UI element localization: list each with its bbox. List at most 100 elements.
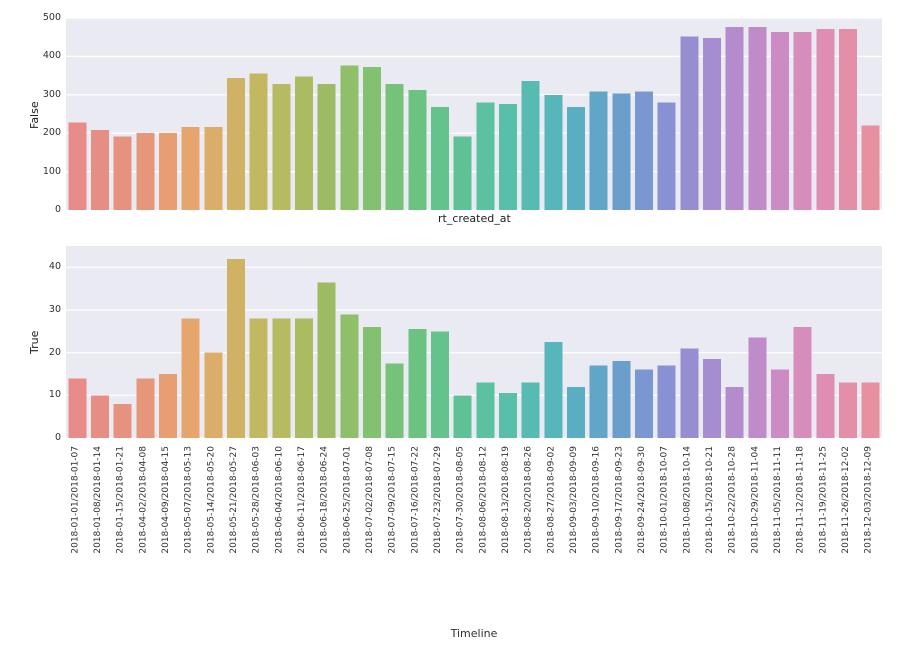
bar: [680, 36, 698, 210]
bar: [272, 319, 290, 438]
bar: [204, 127, 222, 210]
xtick-label: 2018-06-18/2018-06-24: [320, 446, 330, 554]
bar: [703, 38, 721, 210]
xtick-label: 2018-11-26/2018-12-02: [841, 446, 851, 554]
bar: [748, 338, 766, 438]
xtick-label: 2018-01-08/2018-01-14: [93, 446, 103, 554]
bar: [680, 348, 698, 438]
bar: [227, 259, 245, 438]
bar: [454, 136, 472, 210]
bar: [635, 370, 653, 438]
bar: [386, 363, 404, 438]
bar: [544, 95, 562, 210]
ytick-label: 40: [49, 261, 61, 272]
xtick-label: 2018-07-02/2018-07-08: [365, 446, 375, 554]
bar: [454, 395, 472, 438]
bar: [363, 327, 381, 438]
ytick-label: 300: [43, 89, 61, 100]
xtick-label: 2018-05-07/2018-05-13: [184, 446, 194, 554]
bar: [862, 383, 880, 438]
bar: [612, 93, 630, 210]
bar: [839, 383, 857, 438]
xtick-label: 2018-08-20/2018-08-26: [524, 446, 534, 554]
bar: [522, 383, 540, 438]
bar: [816, 29, 834, 210]
xtick-label: 2018-07-23/2018-07-29: [433, 446, 443, 554]
xtick-label: 2018-07-09/2018-07-15: [388, 446, 398, 554]
bar: [658, 102, 676, 210]
xtick-label: 2018-01-01/2018-01-07: [70, 446, 80, 554]
bar: [408, 329, 426, 438]
bar: [748, 27, 766, 210]
bar: [476, 383, 494, 438]
bar: [136, 133, 154, 210]
xtick-label: 2018-08-27/2018-09-02: [546, 446, 556, 554]
xtick-label: 2018-06-25/2018-07-01: [342, 446, 352, 554]
ylabel: True: [28, 331, 41, 354]
bar: [794, 32, 812, 210]
bar: [590, 92, 608, 210]
bar: [182, 127, 200, 210]
xtick-label: 2018-12-03/2018-12-09: [864, 446, 874, 554]
bar: [159, 374, 177, 438]
bar: [839, 29, 857, 210]
bar: [318, 84, 336, 210]
xtick-label: 2018-11-19/2018-11-25: [818, 446, 828, 554]
xtick-label: 2018-09-17/2018-09-23: [614, 446, 624, 554]
panel-true: [66, 246, 882, 438]
xtick-label: 2018-05-14/2018-05-20: [206, 446, 216, 554]
xtick-label: 2018-05-28/2018-06-03: [252, 446, 262, 554]
xlabel-top: rt_created_at: [438, 212, 511, 225]
bar: [794, 327, 812, 438]
bar: [703, 359, 721, 438]
bar: [114, 404, 132, 438]
bar: [658, 365, 676, 438]
xtick-label: 2018-10-22/2018-10-28: [728, 446, 738, 554]
bar: [771, 370, 789, 438]
bar: [408, 90, 426, 210]
bar: [295, 76, 313, 210]
xtick-label: 2018-08-13/2018-08-19: [501, 446, 511, 554]
bar: [318, 282, 336, 438]
bar: [91, 130, 109, 210]
bar: [862, 126, 880, 210]
bar: [250, 73, 268, 210]
xtick-label: 2018-06-11/2018-06-17: [297, 446, 307, 554]
xtick-label: 2018-08-06/2018-08-12: [478, 446, 488, 554]
ytick-label: 10: [49, 389, 61, 400]
bar: [499, 393, 517, 438]
bar: [68, 378, 86, 438]
xtick-label: 2018-09-24/2018-09-30: [637, 446, 647, 554]
bar: [431, 107, 449, 210]
plot-svg: [66, 18, 882, 210]
xtick-label: 2018-10-29/2018-11-04: [750, 446, 760, 554]
bar: [340, 314, 358, 438]
bar: [250, 319, 268, 438]
bar: [272, 84, 290, 210]
bar: [204, 353, 222, 438]
figure-root: 0100200300400500Falsert_created_at010203…: [0, 0, 900, 647]
bar: [136, 378, 154, 438]
ytick-label: 100: [43, 166, 61, 177]
ytick-label: 20: [49, 347, 61, 358]
ytick-label: 200: [43, 127, 61, 138]
bar: [816, 374, 834, 438]
bar: [182, 319, 200, 438]
xtick-label: 2018-10-08/2018-10-14: [682, 446, 692, 554]
xtick-label: 2018-04-09/2018-04-15: [161, 446, 171, 554]
xtick-label: 2018-09-10/2018-09-16: [592, 446, 602, 554]
bar: [159, 133, 177, 210]
xtick-label: 2018-05-21/2018-05-27: [229, 446, 239, 554]
bar: [612, 361, 630, 438]
xtick-label: 2018-10-15/2018-10-21: [705, 446, 715, 554]
bar: [476, 102, 494, 210]
bar: [726, 387, 744, 438]
xaxis-caption: Timeline: [450, 627, 498, 640]
bar: [635, 92, 653, 210]
xtick-label: 2018-01-15/2018-01-21: [116, 446, 126, 554]
xtick-label: 2018-07-30/2018-08-05: [456, 446, 466, 554]
bar: [363, 67, 381, 210]
bar: [522, 81, 540, 210]
bar: [114, 136, 132, 210]
plot-svg: [66, 246, 882, 438]
